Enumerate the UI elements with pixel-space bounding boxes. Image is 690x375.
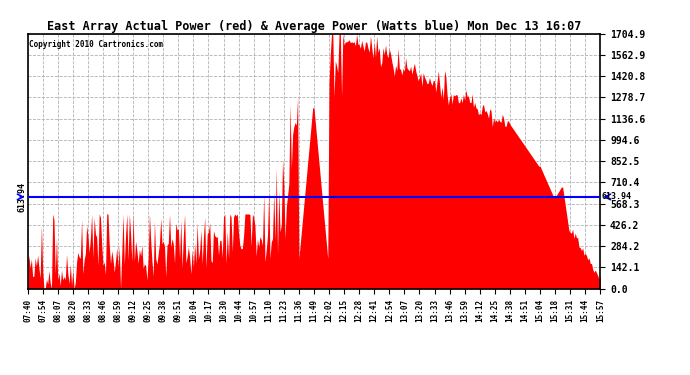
- Title: East Array Actual Power (red) & Average Power (Watts blue) Mon Dec 13 16:07: East Array Actual Power (red) & Average …: [47, 20, 581, 33]
- Text: 613.94: 613.94: [17, 182, 26, 212]
- Text: Copyright 2010 Cartronics.com: Copyright 2010 Cartronics.com: [29, 40, 164, 49]
- Text: 613.94: 613.94: [602, 192, 631, 201]
